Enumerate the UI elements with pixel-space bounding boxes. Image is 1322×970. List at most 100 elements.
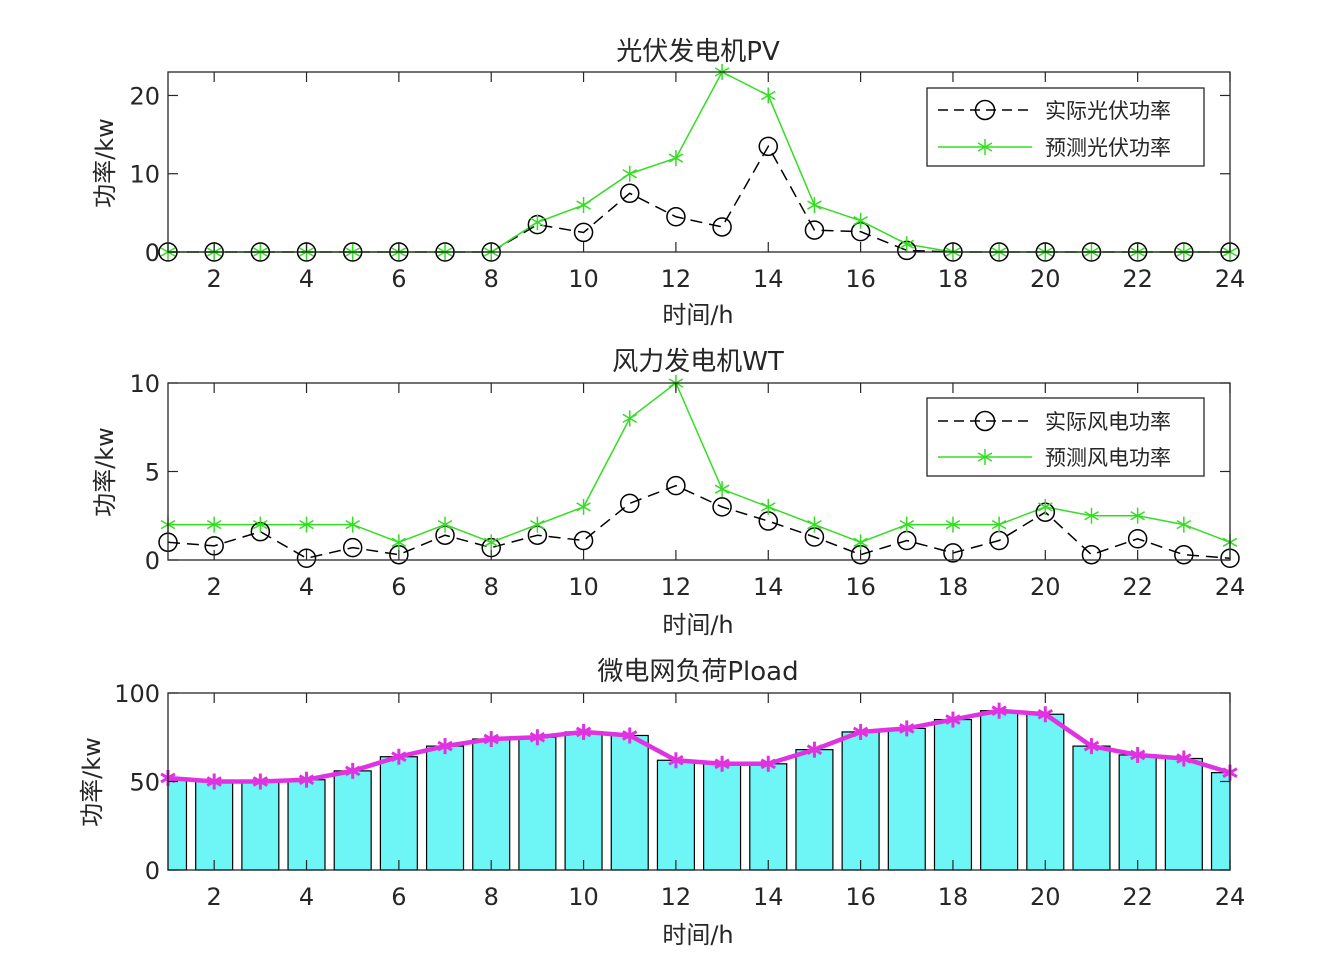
- wt-chart-title: 风力发电机WT: [612, 347, 784, 377]
- pv-legend-box: [926, 87, 1205, 167]
- wt-x-tick-label: 4: [299, 573, 314, 601]
- load-bar: [1072, 745, 1111, 871]
- wt-legend-forecast-label: 预测风电功率: [1045, 446, 1171, 470]
- wt-actual-point: [342, 537, 363, 558]
- wt-actual-point: [619, 493, 640, 514]
- pv-actual-point: [758, 136, 779, 157]
- pv-panel: 光伏发电机PV 时间/h 功率/kw 2 4 6 8 10 12 14 16 18 20 22 240…: [91, 37, 1245, 329]
- wt-y-axis-label: 功率/kw: [91, 427, 119, 517]
- wt-forecast-point: [391, 534, 407, 551]
- pv-forecast-point: [622, 165, 638, 182]
- load-bar: [518, 736, 557, 871]
- pv-x-tick-label: 6: [391, 265, 406, 293]
- wt-forecast-point: [576, 498, 591, 515]
- load-load-point: [760, 755, 776, 772]
- load-load-point: [1037, 706, 1053, 723]
- load-x-tick-label: 14: [753, 883, 784, 911]
- wt-x-tick-label: 10: [568, 573, 599, 601]
- wt-legend-forecast-marker: [938, 449, 1032, 465]
- wt-forecast-point: [437, 516, 453, 533]
- wt-forecast-point: [483, 534, 499, 551]
- load-plot-background: [168, 693, 1230, 870]
- load-bar: [167, 777, 188, 871]
- wt-legend: 实际风电功率 预测风电功率: [926, 397, 1205, 477]
- load-bar: [1026, 713, 1065, 871]
- wt-forecast-point: [899, 516, 915, 533]
- pv-axes-box: [167, 71, 1231, 253]
- wt-actual-point: [943, 543, 963, 563]
- load-bar: [379, 756, 418, 871]
- load-bar: [287, 779, 326, 871]
- pv-x-tick-label: 14: [753, 265, 784, 293]
- wt-forecast-point: [253, 516, 268, 533]
- wt-forecast-point: [1038, 498, 1053, 515]
- wt-x-tick-label: 22: [1122, 573, 1153, 601]
- load-bar: [749, 763, 788, 871]
- load-load-point: [991, 702, 1007, 719]
- wt-x-tick-label: 24: [1215, 573, 1246, 601]
- load-bar: [703, 763, 742, 871]
- load-load-point: [529, 729, 546, 746]
- load-y-tick-label: 100: [114, 680, 160, 708]
- load-load-point: [806, 741, 823, 758]
- load-bar: [333, 770, 372, 871]
- wt-x-tick-label: 2: [207, 573, 222, 601]
- pv-forecast-point: [899, 236, 915, 253]
- pv-chart-title: 光伏发电机PV: [616, 37, 780, 67]
- wt-actual-point: [666, 475, 686, 496]
- load-x-axis-label: 时间/h: [662, 921, 733, 949]
- pv-x-tick-label: 20: [1030, 265, 1061, 293]
- pv-actual-point: [573, 222, 594, 243]
- wt-forecast-point: [760, 498, 776, 515]
- load-y-axis-label: 功率/kw: [78, 737, 106, 827]
- pv-y-tick-label: 0: [145, 239, 160, 267]
- wt-y-tick-label: 0: [145, 547, 160, 575]
- load-load-point: [298, 771, 315, 788]
- pv-legend-actual-marker: [938, 99, 1032, 121]
- load-load-point: [852, 723, 869, 740]
- load-bar: [241, 780, 280, 871]
- wt-forecast-point: [853, 534, 868, 551]
- wt-x-tick-label: 6: [391, 573, 406, 601]
- load-x-tick-label: 16: [845, 883, 876, 911]
- load-load-point: [945, 711, 961, 728]
- pv-legend: 实际光伏功率 预测光伏功率: [926, 87, 1205, 167]
- pv-forecast-point: [760, 87, 776, 104]
- wt-actual-point: [1174, 544, 1194, 565]
- wt-forecast-point: [1084, 507, 1099, 524]
- load-x-tick-label: 12: [661, 883, 692, 911]
- wt-x-tick-label: 18: [938, 573, 969, 601]
- pv-actual-point: [619, 183, 640, 204]
- load-load-point: [714, 755, 730, 772]
- wt-actual-point: [1127, 529, 1148, 549]
- load-load-point: [206, 773, 222, 790]
- load-x-tick-label: 18: [938, 883, 969, 911]
- load-bar: [795, 749, 834, 871]
- wt-actual-point: [712, 497, 732, 517]
- load-load-line: [167, 708, 1231, 784]
- wt-x-tick-label: 20: [1030, 573, 1061, 601]
- pv-x-tick-label: 12: [661, 265, 692, 293]
- load-x-tick-label: 24: [1215, 883, 1246, 911]
- pv-actual-point: [666, 207, 686, 227]
- load-bar: [564, 731, 603, 871]
- load-load-point: [345, 762, 361, 779]
- pv-x-tick-label: 16: [845, 265, 876, 293]
- pv-legend-forecast-marker: [938, 139, 1032, 155]
- load-x-tick-label: 2: [207, 883, 222, 911]
- pv-legend-forecast-label: 预测光伏功率: [1045, 136, 1171, 160]
- pv-y-axis-label: 功率/kw: [91, 118, 119, 208]
- load-bar: [1118, 754, 1157, 871]
- load-x-tick-label: 4: [299, 883, 314, 911]
- wt-forecast-point: [345, 516, 360, 533]
- wt-x-tick-label: 14: [753, 573, 784, 601]
- wt-forecast-point: [945, 516, 961, 533]
- wt-forecast-point: [714, 481, 730, 498]
- pv-forecast-point: [530, 214, 545, 231]
- load-bar: [195, 780, 234, 871]
- pv-forecast-point: [576, 197, 591, 214]
- load-chart-title: 微电网负荷Pload: [597, 657, 798, 687]
- pv-legend-actual-label: 实际光伏功率: [1045, 99, 1171, 123]
